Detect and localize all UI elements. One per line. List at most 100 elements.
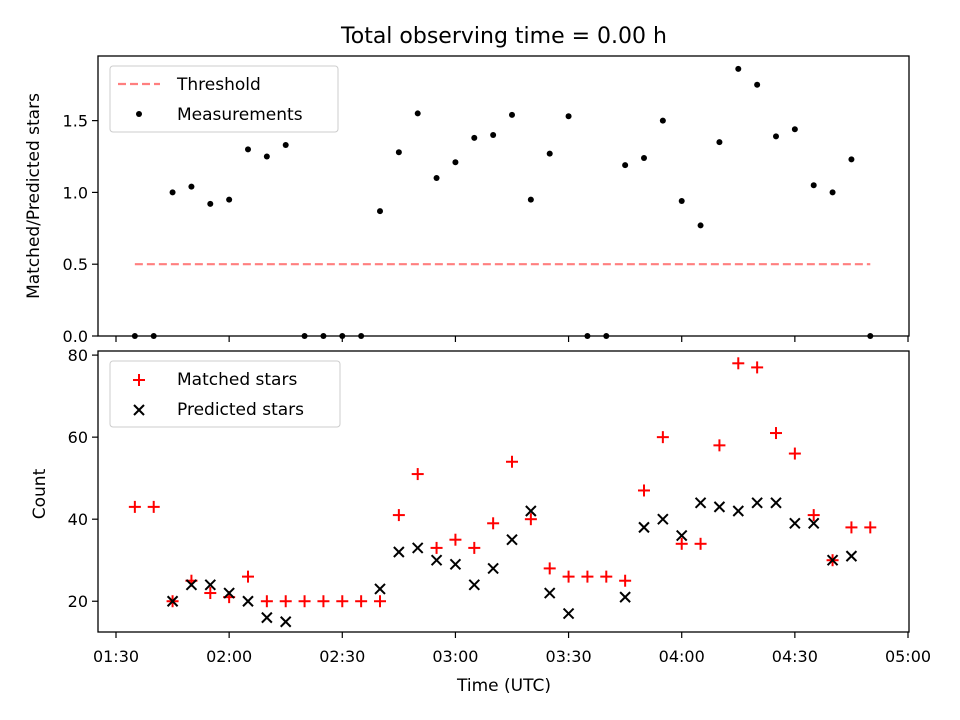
predicted-star-point <box>770 497 782 509</box>
bottom-ylabel: Count <box>30 468 50 519</box>
predicted-star-stroke-b <box>638 521 650 534</box>
predicted-star-stroke-b <box>185 579 198 591</box>
matched-star-point <box>864 521 877 534</box>
predicted-star-stroke-b <box>676 529 688 542</box>
measurement-point <box>414 110 421 117</box>
predicted-star-stroke-b <box>261 611 273 624</box>
matched-star-point <box>694 537 707 550</box>
top-yticks: 0.0 0.5 1.0 1.5 <box>63 112 98 346</box>
measurement-point <box>565 113 572 120</box>
top-ytick-label: 0.0 <box>63 327 88 346</box>
measurement-point <box>452 159 459 166</box>
measurement-point <box>791 126 798 133</box>
predicted-star-stroke-b <box>468 579 480 591</box>
matched-star-point <box>770 427 782 440</box>
measurement-point <box>282 142 289 149</box>
predicted-star-stroke-b <box>657 513 669 525</box>
bottom-xtick-label: 02:30 <box>319 647 365 666</box>
bottom-xtick-label: 02:00 <box>206 647 252 666</box>
measurement-point <box>735 65 742 72</box>
matched-star-point <box>524 513 537 526</box>
bottom-xtick-label: 05:00 <box>885 647 931 666</box>
predicted-star-point <box>845 550 858 562</box>
measurement-point <box>245 146 251 153</box>
measurement-point <box>226 196 233 203</box>
measurement-point <box>659 117 666 124</box>
legend-predicted-label: Predicted stars <box>177 400 304 420</box>
top-ytick-label: 1.0 <box>63 183 88 202</box>
predicted-star-stroke-b <box>694 497 707 509</box>
matched-star-point <box>260 595 273 608</box>
measurement-point <box>678 198 685 205</box>
top-ylabel: Matched/Predicted stars <box>24 93 44 299</box>
matched-star-point <box>788 447 801 460</box>
bottom-xtick-label: 04:30 <box>772 647 818 666</box>
matched-star-point <box>336 595 349 608</box>
predicted-star-point <box>562 607 575 620</box>
measurement-point <box>622 162 629 169</box>
top-marks <box>131 65 874 339</box>
predicted-star-point <box>412 542 424 554</box>
predicted-star-point <box>487 562 499 575</box>
measurement-point <box>641 154 647 161</box>
measurement-point <box>773 133 779 140</box>
matched-star-point <box>487 517 500 530</box>
predicted-star-stroke-b <box>544 587 556 599</box>
matched-star-point <box>204 587 217 600</box>
bottom-xticks: 01:30 02:00 02:30 03:00 03:30 04:00 04:30 05:00 <box>93 632 931 666</box>
bottom-marks <box>128 357 877 628</box>
predicted-star-point <box>242 595 254 607</box>
matched-star-point <box>411 468 424 481</box>
matched-star-point <box>562 570 575 583</box>
predicted-star-stroke-b <box>393 546 405 558</box>
bottom-xtick-label: 03:30 <box>546 647 592 666</box>
bottom-ytick-label: 60 <box>68 428 88 447</box>
measurement-point <box>716 139 723 146</box>
predicted-star-point <box>374 583 386 595</box>
predicted-star-point <box>185 579 198 591</box>
top-legend: Threshold Measurements <box>109 65 339 133</box>
predicted-star-stroke-b <box>713 501 726 513</box>
matched-star-point <box>147 500 160 513</box>
predicted-star-stroke-b <box>223 587 235 599</box>
matched-star-point <box>317 595 330 608</box>
predicted-star-stroke-b <box>506 533 518 546</box>
predicted-star-stroke-b <box>732 505 744 517</box>
measurement-point <box>829 189 836 196</box>
matched-star-point <box>675 537 688 550</box>
predicted-star-point <box>393 546 405 558</box>
chart-title: Total observing time = 0.00 h <box>340 24 667 49</box>
matched-star-point <box>807 509 820 522</box>
matched-star-point <box>619 574 632 587</box>
predicted-star-point <box>468 579 480 591</box>
measurement-point <box>471 134 478 141</box>
predicted-star-point <box>732 505 744 517</box>
bottom-xtick-label: 03:00 <box>432 647 478 666</box>
predicted-star-stroke-b <box>789 517 801 529</box>
predicted-star-point <box>676 529 688 542</box>
measurement-point <box>509 111 515 118</box>
measurement-point <box>848 156 855 163</box>
legend-measurements-label: Measurements <box>177 105 303 125</box>
matched-star-point <box>751 361 764 374</box>
predicted-star-point <box>619 591 631 603</box>
predicted-star-stroke-b <box>619 591 631 603</box>
predicted-star-stroke-b <box>430 554 443 566</box>
predicted-star-stroke-b <box>242 595 254 607</box>
predicted-star-stroke-b <box>751 497 763 509</box>
predicted-star-point <box>789 517 801 529</box>
measurement-point <box>188 183 195 190</box>
top-axes-frame <box>97 55 910 337</box>
matched-star-point <box>600 570 613 583</box>
predicted-star-stroke-b <box>770 497 782 509</box>
predicted-star-stroke-b <box>166 595 179 607</box>
top-ytick-label: 1.5 <box>63 112 88 131</box>
matched-star-point <box>392 509 405 522</box>
measurement-point <box>527 196 534 203</box>
predicted-star-stroke-b <box>808 517 820 529</box>
predicted-star-stroke-b <box>487 562 499 575</box>
matched-star-point <box>242 570 254 583</box>
predicted-star-point <box>826 554 839 566</box>
measurement-point <box>754 81 761 88</box>
bottom-ytick-label: 20 <box>68 592 88 611</box>
